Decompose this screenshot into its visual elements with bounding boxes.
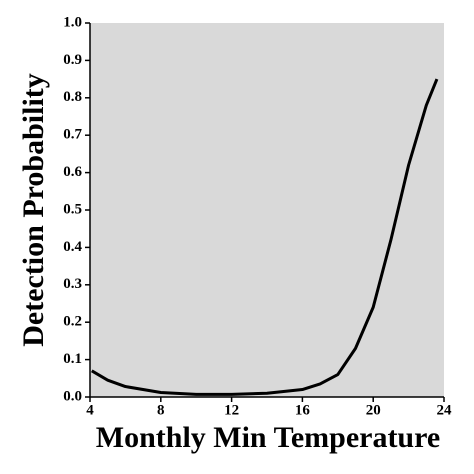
y-tick-label: 0.2 — [63, 314, 82, 330]
plot-background — [90, 23, 444, 397]
y-tick-label: 0.6 — [63, 164, 82, 180]
y-axis-label: Detection Probability — [17, 73, 50, 347]
x-axis-label: Monthly Min Temperature — [96, 421, 440, 454]
x-tick-label: 24 — [437, 402, 453, 418]
x-tick-label: 16 — [295, 402, 311, 418]
y-tick-label: 0.0 — [63, 388, 82, 404]
y-tick-label: 0.3 — [63, 276, 82, 292]
y-tick-label: 0.1 — [63, 351, 82, 367]
y-tick-label: 0.7 — [63, 127, 82, 143]
y-tick-label: 0.4 — [63, 239, 82, 255]
x-tick-label: 4 — [86, 402, 94, 418]
y-tick-label: 0.9 — [63, 52, 82, 68]
x-tick-label: 20 — [366, 402, 381, 418]
x-tick-label: 12 — [224, 402, 239, 418]
y-tick-label: 0.5 — [63, 201, 82, 217]
line — [91, 78, 439, 396]
x-tick-label: 8 — [157, 402, 165, 418]
y-tick-label: 0.8 — [63, 89, 82, 105]
y-tick-label: 1.0 — [63, 14, 82, 30]
